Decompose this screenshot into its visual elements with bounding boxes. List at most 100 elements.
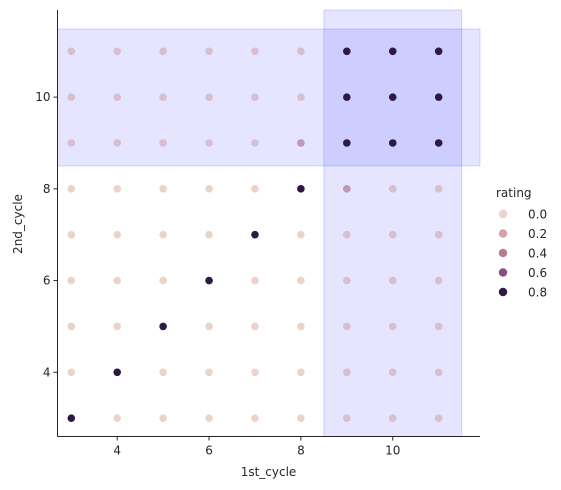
legend-label: 0.8 [528,286,547,300]
scatter-point [434,139,443,147]
scatter-point [67,47,76,56]
scatter-point [159,368,167,377]
scatter-point [205,139,213,147]
scatter-point [297,139,305,147]
scatter-point [159,414,167,422]
legend-marker [498,229,508,238]
scatter-point [343,47,351,56]
scatter-point [113,322,122,331]
scatter-point [297,185,305,193]
scatter-point [434,322,443,331]
x-tick-label: 10 [385,444,400,458]
scatter-point [343,139,351,147]
scatter-point [251,185,259,193]
scatter-point [388,322,397,331]
data-points [67,47,443,422]
scatter-point [434,230,443,239]
scatter-point [388,47,397,56]
legend-label: 0.0 [528,208,547,222]
scatter-point [434,93,443,101]
scatter-point [388,368,397,377]
y-axis-label: 2nd_cycle [11,194,25,254]
scatter-point [297,47,305,56]
scatter-point [67,93,76,101]
legend-marker [498,248,508,258]
scatter-point [205,322,213,331]
scatter-point [297,414,305,422]
legend-marker [498,287,508,297]
scatter-point [205,368,213,377]
scatter-point [205,93,213,101]
scatter-point [159,93,167,101]
scatter-point [159,139,167,147]
scatter-point [251,139,259,147]
x-tick-label: 4 [113,444,121,458]
scatter-point [388,414,397,422]
scatter-point [388,139,397,147]
legend-title: rating [496,186,532,200]
scatter-point [205,185,213,193]
y-tick-label: 10 [35,90,50,104]
scatter-point [343,93,351,101]
scatter-point [113,139,122,147]
highlight-band-horizontal [57,28,481,167]
scatter-point [159,322,167,331]
scatter-point [297,368,305,377]
scatter-point [113,93,122,101]
x-axis-label: 1st_cycle [241,465,297,479]
scatter-point [251,47,259,56]
legend-marker [498,268,508,277]
scatter-point [205,276,213,285]
scatter-point [67,139,76,147]
scatter-point [159,230,167,239]
scatter-point [113,47,122,56]
y-tick-label: 8 [43,182,51,196]
scatter-point [113,368,122,377]
legend-marker [498,209,508,219]
legend-label: 0.4 [528,247,547,261]
scatter-point [205,414,213,422]
scatter-point [67,414,76,422]
axes [57,10,480,437]
scatter-point [343,276,351,285]
y-tick-label: 4 [43,365,51,379]
scatter-point [67,276,76,285]
scatter-point [388,93,397,101]
scatter-point [113,276,122,285]
scatter-point [251,322,259,331]
scatter-point [297,322,305,331]
scatter-point [205,47,213,56]
scatter-point [343,414,351,422]
scatter-point [159,47,167,56]
scatter-point [343,230,351,239]
scatter-point [343,322,351,331]
highlight-bands [57,9,481,437]
y-tick-label: 6 [43,274,51,288]
legend-label: 0.2 [528,227,547,241]
scatter-point [388,230,397,239]
scatter-point [343,368,351,377]
scatter-point [434,47,443,56]
x-tick-label: 6 [205,444,213,458]
scatter-point [251,414,259,422]
highlight-band-vertical [323,9,463,437]
scatter-point [251,230,259,239]
scatter-point [388,185,397,193]
scatter-point [297,230,305,239]
scatter-point [159,185,167,193]
scatter-point [113,185,122,193]
legend: rating 0.0 0.2 0.4 0.6 0.8 [496,186,547,300]
scatter-point [67,230,76,239]
scatter-point [434,414,443,422]
scatter-point [343,185,351,193]
scatter-point [251,368,259,377]
x-tick-label: 8 [297,444,305,458]
scatter-point [67,322,76,331]
legend-label: 0.6 [528,266,547,280]
scatter-point [251,276,259,285]
scatter-point [113,414,122,422]
scatter-point [297,93,305,101]
scatter-point [434,185,443,193]
scatter-point [251,93,259,101]
